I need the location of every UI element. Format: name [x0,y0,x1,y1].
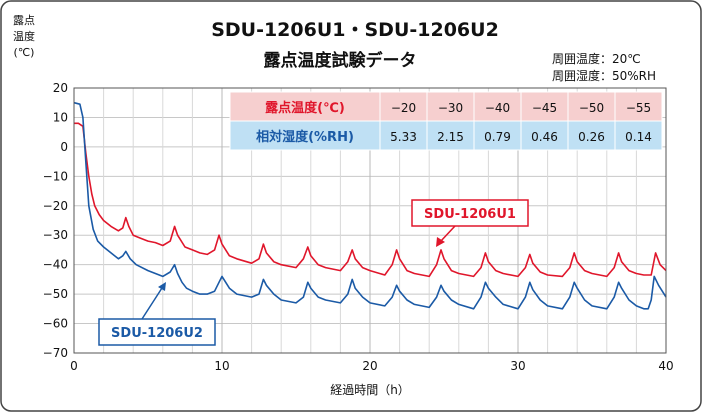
table-cell-humidity: 0.79 [484,130,511,144]
x-tick-label: 30 [510,359,525,373]
y-axis-label-line1: 露点 [13,14,35,27]
table-cell-dewpoint-bg [473,91,522,122]
table-cell-humidity: 2.15 [437,130,464,144]
series-label-u1-text: SDU-1206U1 [424,207,516,222]
spec-table: 露点温度(℃) 相対湿度(%RH) −205.33−302.15−400.79−… [229,91,663,151]
condition-temperature: 周囲温度：20℃ [552,51,641,66]
series-label-u2-pointer [141,287,163,320]
y-axis-label-line2: 温度 [13,29,35,43]
table-cell-humidity-bg [473,120,522,151]
plot-area [73,87,667,354]
series-label-u2-text: SDU-1206U2 [111,326,203,341]
chart-subtitle: 露点温度試験データ [264,50,417,71]
table-cell-dewpoint: −50 [579,101,604,115]
series-label-u1-pointer [439,225,456,243]
x-tick-label: 40 [658,359,673,373]
x-tick-label: 20 [362,359,377,373]
table-header-dewpoint: 露点温度(℃) [265,100,345,116]
table-cell-humidity-bg [567,120,616,151]
series-label-u1-arrowhead [436,237,445,247]
y-tick-label: −10 [43,169,68,183]
table-cell-humidity: 0.26 [578,130,605,144]
y-tick-label: −20 [43,199,68,213]
series-line-sdu-1206u2 [73,101,667,310]
table-cell-dewpoint: −40 [485,101,510,115]
table-cell-dewpoint-bg [426,91,475,122]
y-axis-label-unit: (℃) [14,46,35,59]
table-cell-dewpoint-bg [379,91,428,122]
x-tick-label: 10 [214,359,229,373]
y-tick-label: −70 [43,346,68,360]
table-cell-humidity: 0.46 [531,130,558,144]
table-cell-dewpoint: −55 [626,101,651,115]
table-cells: −20 5.33 −30 2.15 −40 0.79 −45 0.46 −50 0.26 −55 0.… [379,91,663,151]
x-tick-label: 0 [70,359,78,373]
table-cell-dewpoint: −45 [532,101,557,115]
y-tick-label: −40 [43,258,68,272]
series-label-u1-box [411,199,529,227]
table-cell-dewpoint: −20 [391,101,416,115]
y-tick-label: −50 [43,287,68,301]
table-header-dewpoint-bg [229,91,381,122]
table-cell-humidity-bg [614,120,663,151]
table-header-humidity: 相対湿度(%RH) [256,129,354,145]
plot-border [73,87,667,354]
chart-title: SDU-1206U1・SDU-1206U2 [211,19,499,41]
y-tick-label: 20 [53,81,68,95]
y-tick-label: 10 [53,110,68,124]
series-label-u1: SDU-1206U1 [411,199,529,247]
y-tick-label: 0 [60,140,68,154]
y-tick-label: −30 [43,228,68,242]
x-axis-label: 経過時間（h） [330,383,410,397]
series-line-sdu-1206u1 [74,122,667,278]
table-cell-humidity: 5.33 [390,130,417,144]
table-cell-dewpoint: −30 [438,101,463,115]
table-cell-dewpoint-bg [567,91,616,122]
table-cell-humidity-bg [426,120,475,151]
condition-humidity: 周囲湿度：50%RH [552,68,656,83]
series-label-u2-box [98,318,216,346]
table-cell-humidity: 0.14 [625,130,652,144]
series-label-u2-arrowhead [158,282,166,291]
series-label-u2: SDU-1206U2 [98,282,216,346]
y-tick-label: −60 [43,317,68,331]
